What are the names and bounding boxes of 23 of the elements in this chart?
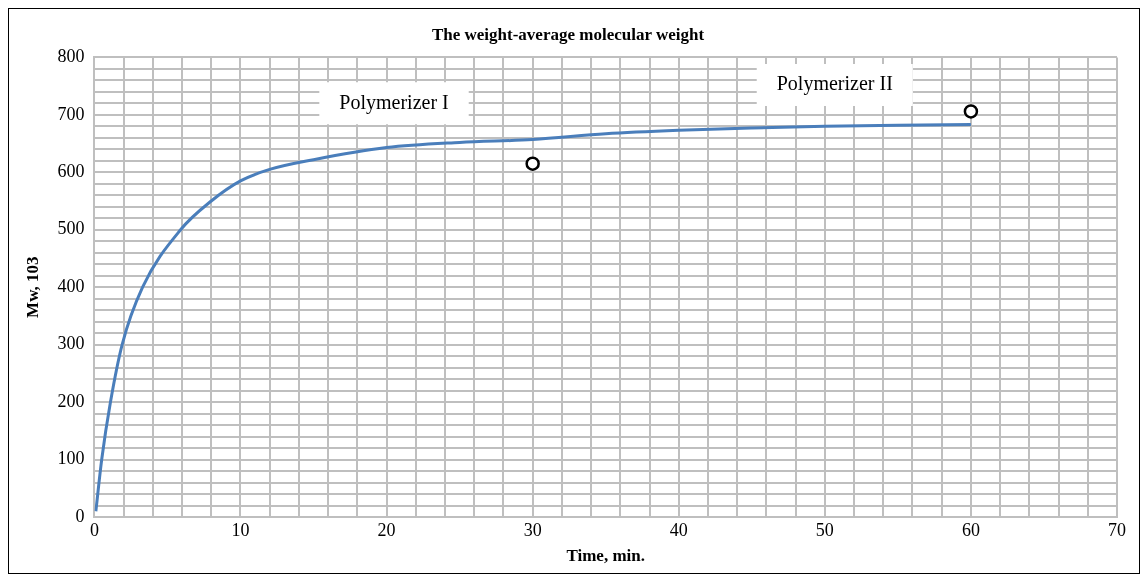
chart-title: The weight-average molecular weight — [431, 24, 705, 44]
x-tick-label: 70 — [1108, 519, 1126, 540]
y-tick-label: 800 — [57, 46, 85, 67]
x-tick-label: 10 — [231, 519, 250, 540]
annotation: Polymerizer II — [776, 72, 893, 96]
y-axis-title: Mw, 103 — [22, 256, 42, 318]
y-tick-label: 200 — [57, 390, 85, 411]
y-tick-label: 600 — [57, 161, 85, 182]
x-tick-label: 50 — [815, 519, 834, 540]
x-axis-title: Time, min. — [566, 546, 645, 566]
line-series — [94, 123, 973, 513]
y-tick-label: 0 — [75, 505, 85, 526]
x-tick-label: 30 — [523, 519, 542, 540]
x-tick-label: 40 — [669, 519, 688, 540]
x-tick-label: 60 — [961, 519, 980, 540]
x-tick-label: 0 — [89, 519, 99, 540]
y-tick-label: 300 — [57, 333, 85, 354]
annotation: Polymerizer I — [339, 90, 449, 114]
y-tick-label: 400 — [57, 275, 85, 296]
x-tick-label: 20 — [377, 519, 396, 540]
y-tick-label: 100 — [57, 448, 85, 469]
y-tick-label: 700 — [57, 103, 85, 124]
y-tick-label: 500 — [57, 218, 85, 239]
